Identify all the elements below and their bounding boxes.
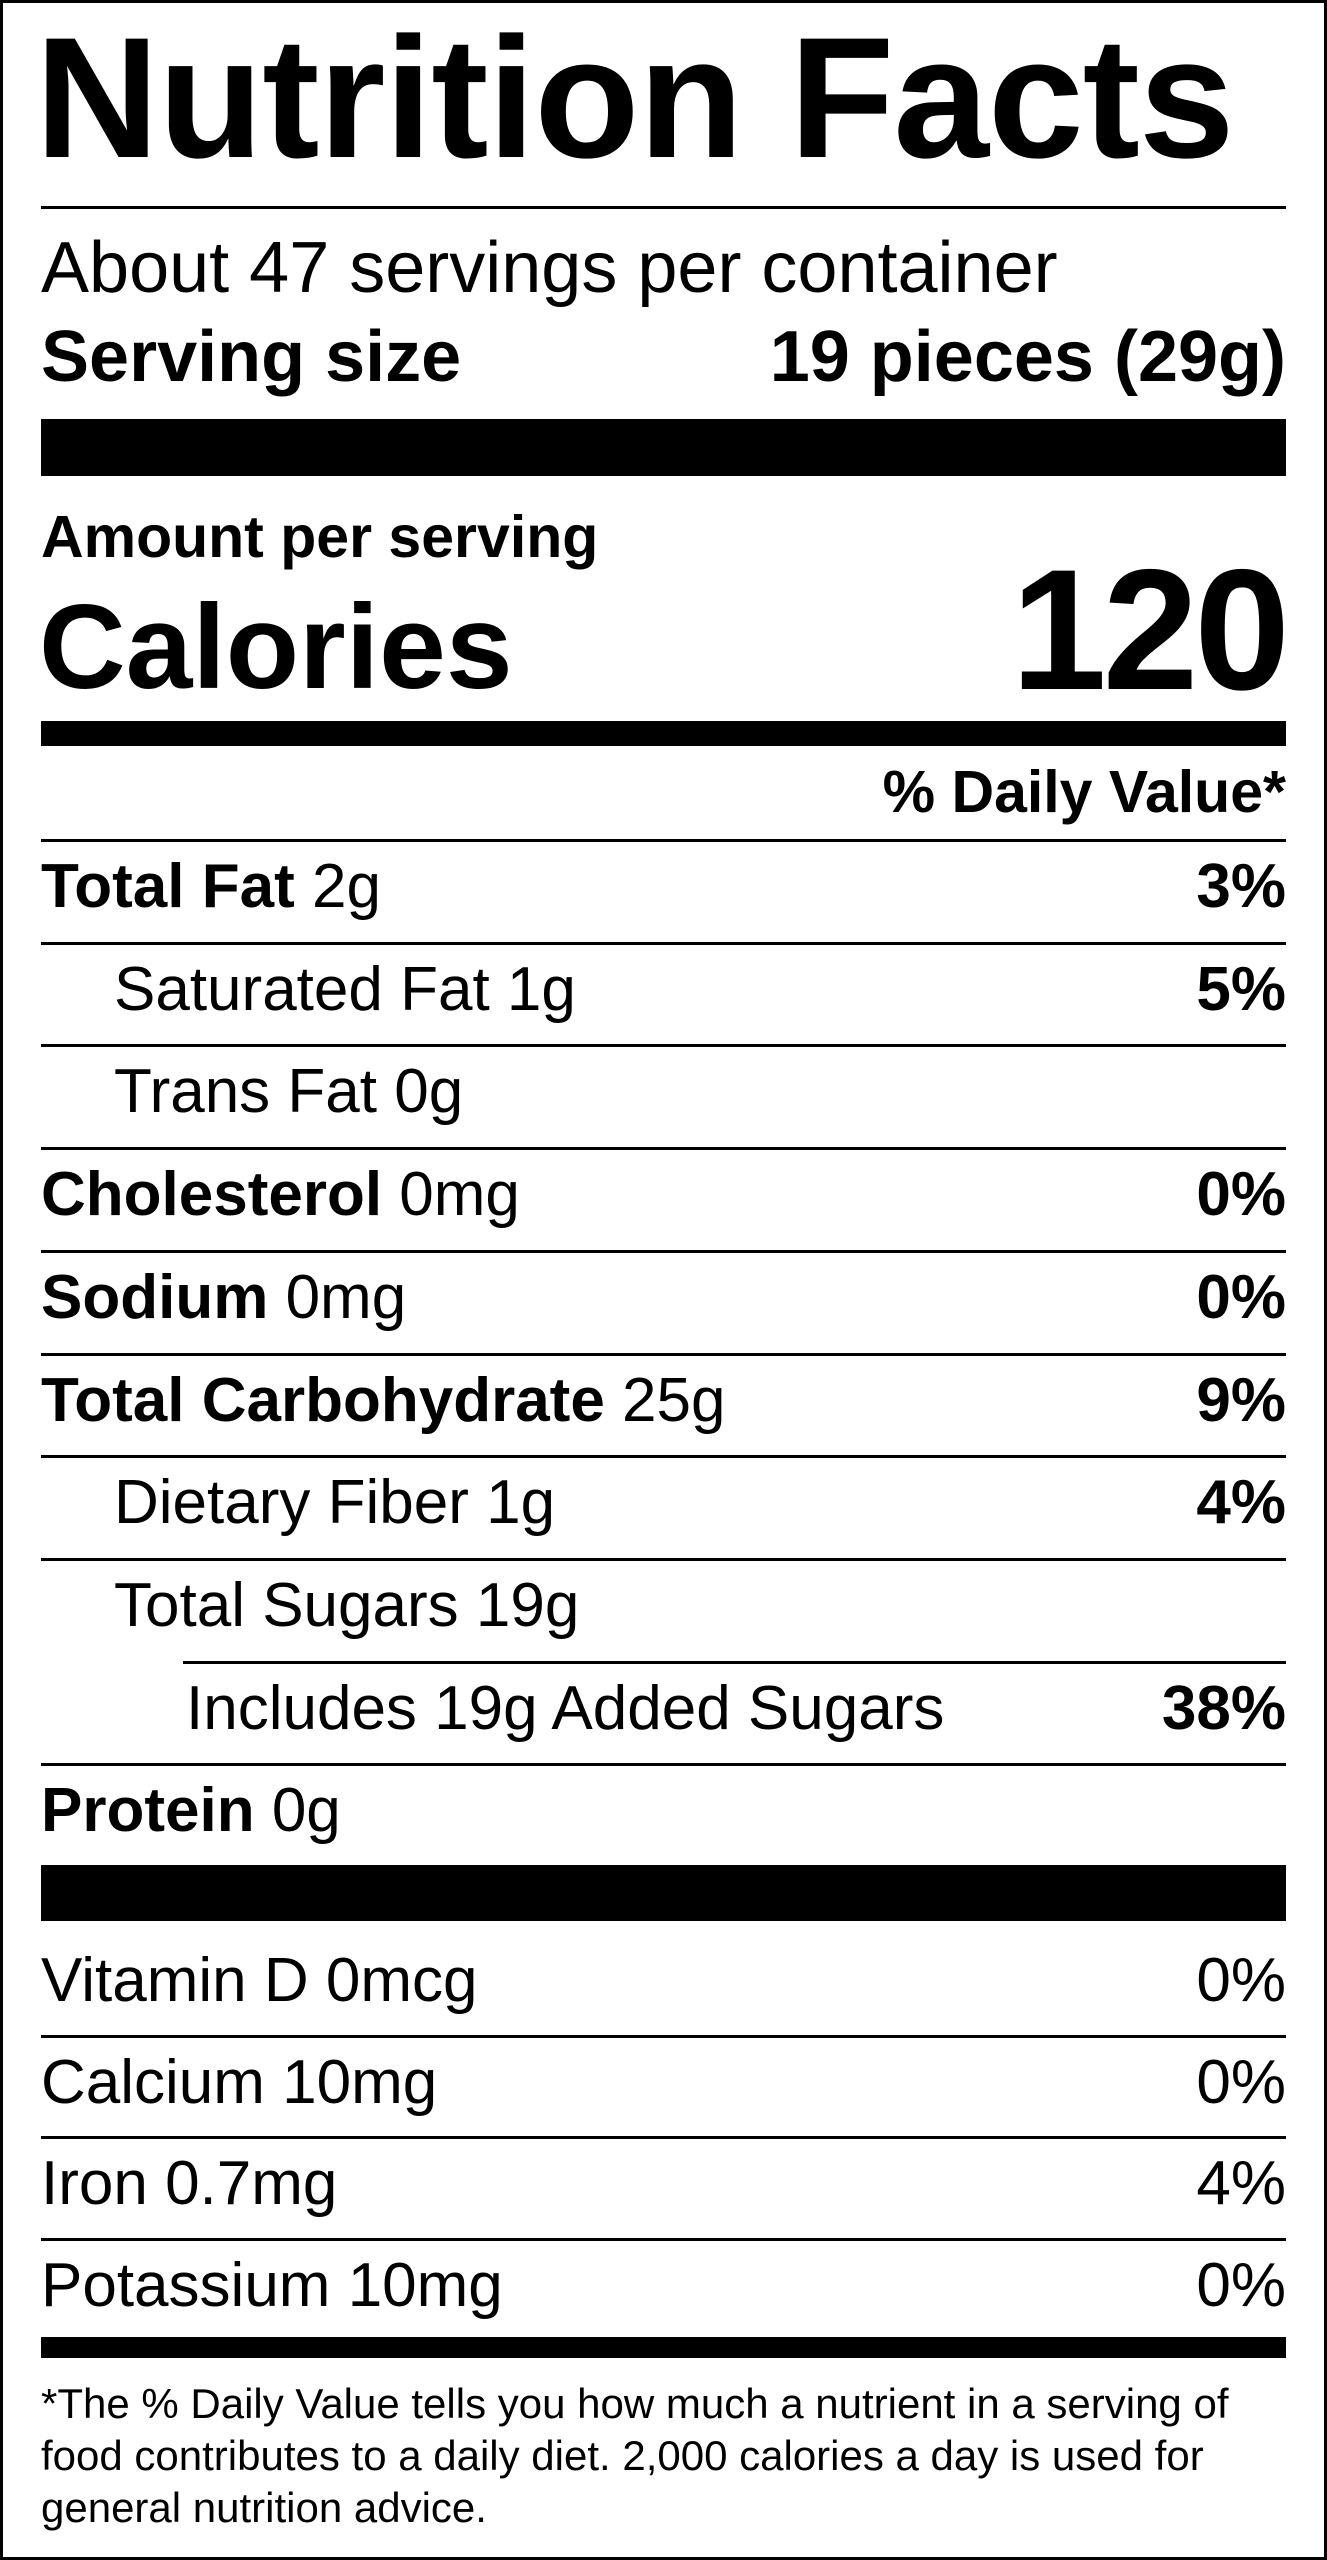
vitamin-name: Vitamin D xyxy=(41,1946,309,2015)
nutrient-row: Dietary Fiber 1g xyxy=(114,1472,555,1534)
calories-label: Calories xyxy=(39,580,513,714)
daily-value: 0% xyxy=(1196,1160,1286,1230)
row-rule xyxy=(41,1249,1286,1253)
daily-value: 0% xyxy=(1196,2047,1286,2117)
vitamin-amount: 0mcg xyxy=(325,1946,478,2015)
vitamin-row: Iron 0.7mg xyxy=(41,2153,337,2215)
row-rule xyxy=(41,1147,1286,1151)
calories: 120 xyxy=(1011,534,1290,726)
vitamin-row: Calcium 10mg xyxy=(41,2051,437,2114)
row-rule xyxy=(41,1557,1286,1561)
daily-value: 5% xyxy=(1196,954,1286,1024)
nutrient-row: Protein 0g xyxy=(41,1780,341,1842)
vitamin-name: Iron xyxy=(41,2149,148,2219)
nutrient-name: Includes 19g Added Sugars xyxy=(186,1673,945,1743)
nutrient-row: Total Sugars 19g xyxy=(114,1574,579,1637)
nutrient-amount: 1g xyxy=(486,1468,556,1538)
thick-bar xyxy=(41,721,1286,746)
nutrient-name: Total Sugars xyxy=(114,1570,459,1640)
row-rule xyxy=(41,2034,1286,2038)
row-rule xyxy=(41,1763,1286,1767)
row-rule xyxy=(183,1660,1286,1664)
footnote: *The % Daily Value tells you how much a … xyxy=(41,2380,1229,2531)
row-rule xyxy=(41,941,1286,945)
nutrient-amount: 1g xyxy=(506,954,576,1024)
row-rule xyxy=(41,2136,1286,2140)
nutrient-name: Protein xyxy=(41,1776,255,1846)
nutrient-row: Includes 19g Added Sugars xyxy=(186,1677,944,1740)
nutrient-amount: 19g xyxy=(475,1570,580,1640)
vitamin-name: Calcium xyxy=(41,2047,265,2117)
row-rule xyxy=(41,1455,1286,1459)
serving-size: 19 pieces (29g) xyxy=(769,317,1286,397)
nutrient-row: Cholesterol 0mg xyxy=(41,1164,520,1226)
nutrient-name: Total Fat xyxy=(41,852,295,921)
nutrient-row: Saturated Fat 1g xyxy=(114,958,576,1021)
nutrient-row: Total Fat 2g xyxy=(41,856,381,918)
vitamin-name: Potassium xyxy=(41,2251,331,2321)
vitamin-row: Vitamin D 0mcg xyxy=(41,1950,477,2012)
nutrient-row: Sodium 0mg xyxy=(41,1266,406,1329)
nutrient-amount: 0g xyxy=(271,1776,341,1846)
nutrient-name: Trans Fat xyxy=(114,1057,377,1127)
thick-bar xyxy=(41,419,1286,476)
daily-value-heading: % Daily Value* xyxy=(882,759,1286,825)
vitamin-row: Potassium 10mg xyxy=(41,2255,503,2317)
thick-bar xyxy=(41,2337,1286,2358)
thick-bar xyxy=(41,1865,1286,1921)
daily-value: 4% xyxy=(1196,2149,1286,2219)
serving-size-label: Serving size xyxy=(41,317,462,397)
row-rule xyxy=(41,839,1286,842)
row-rule xyxy=(41,1044,1286,1048)
nutrient-name: Cholesterol xyxy=(41,1160,383,1230)
title: Nutrition Facts xyxy=(35,2,1235,194)
nutrient-row: Trans Fat 0g xyxy=(114,1061,463,1123)
daily-value: 0% xyxy=(1196,2251,1286,2321)
vitamin-amount: 10mg xyxy=(347,2251,503,2321)
daily-value: 4% xyxy=(1196,1468,1286,1538)
nutrient-amount: 25g xyxy=(622,1365,726,1435)
amount-per-serving: Amount per serving xyxy=(41,504,599,570)
daily-value: 9% xyxy=(1196,1365,1286,1435)
nutrient-name: Dietary Fiber xyxy=(114,1468,469,1538)
daily-value: 3% xyxy=(1196,852,1286,921)
daily-value: 38% xyxy=(1161,1673,1286,1743)
rule xyxy=(41,206,1286,209)
vitamin-amount: 10mg xyxy=(282,2047,438,2117)
nutrient-amount: 0g xyxy=(394,1057,464,1127)
nutrient-name: Saturated Fat xyxy=(114,954,490,1024)
row-rule xyxy=(41,2238,1286,2242)
nutrient-name: Total Carbohydrate xyxy=(41,1365,605,1435)
nutrient-amount: 0mg xyxy=(399,1160,520,1230)
row-rule xyxy=(41,1352,1286,1356)
nutrient-amount: 0mg xyxy=(285,1262,407,1332)
daily-value: 0% xyxy=(1196,1946,1286,2015)
nutrient-row: Total Carbohydrate 25g xyxy=(41,1369,726,1432)
nutrient-name: Sodium xyxy=(41,1262,269,1332)
nutrient-amount: 2g xyxy=(311,852,381,921)
servings: About 47 servings per container xyxy=(41,228,1058,308)
vitamin-amount: 0.7mg xyxy=(165,2149,338,2219)
daily-value: 0% xyxy=(1196,1262,1286,1332)
